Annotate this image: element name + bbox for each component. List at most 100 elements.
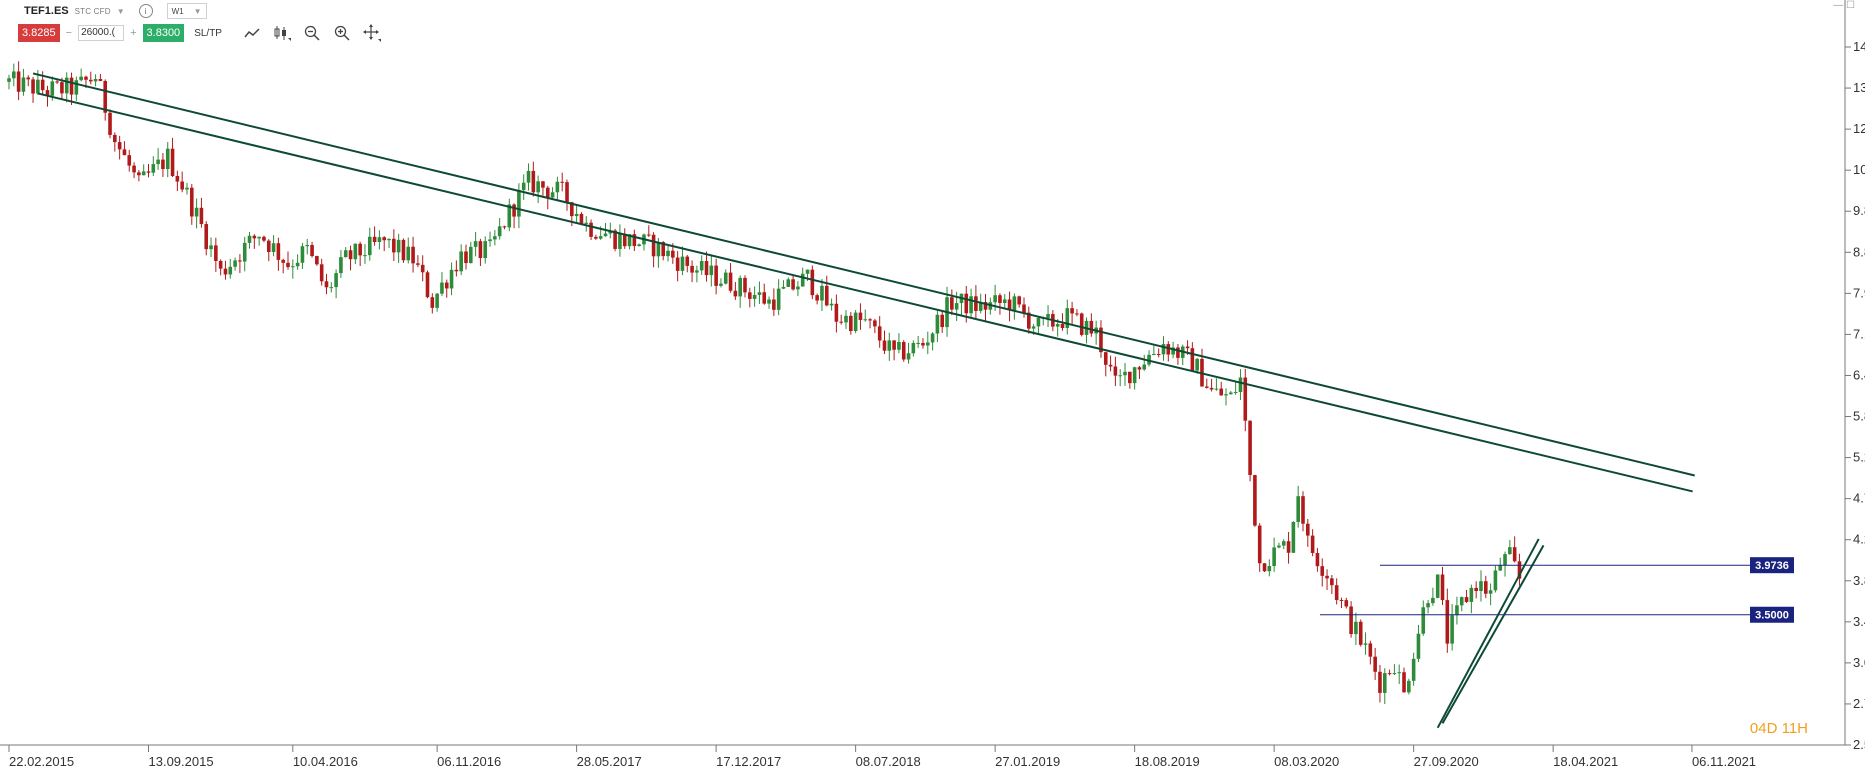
trendline[interactable] <box>37 92 1693 493</box>
candle <box>223 260 228 280</box>
y-tick-label: 2.7853 <box>1853 696 1865 711</box>
candle-body <box>723 272 728 284</box>
candle <box>882 330 887 355</box>
candle <box>550 187 555 199</box>
candle-body <box>1363 643 1368 645</box>
candle <box>877 316 882 348</box>
candle-body <box>603 233 608 237</box>
candle <box>12 63 16 87</box>
candle-body <box>1171 347 1175 355</box>
candle <box>199 197 204 228</box>
line-chart-icon[interactable] <box>242 24 262 42</box>
candle-body <box>21 77 26 92</box>
candle-body <box>377 237 382 242</box>
candles-icon[interactable] <box>272 24 292 42</box>
trendline[interactable] <box>1436 538 1540 729</box>
sltp-button[interactable]: SL/TP <box>194 27 222 39</box>
trendline[interactable] <box>1441 544 1545 724</box>
candle-body <box>281 259 285 263</box>
candle-body <box>132 165 136 173</box>
candle-body <box>1301 496 1305 524</box>
candle-body <box>1517 561 1522 579</box>
candle-body <box>1195 358 1199 371</box>
product-dropdown-icon[interactable]: ▼ <box>116 6 125 16</box>
candle-body <box>849 315 853 332</box>
candle-body <box>175 175 180 182</box>
window-controls-icon[interactable]: — ☐ <box>1833 0 1855 11</box>
candle-body <box>271 243 276 253</box>
quantity-input[interactable]: 26000.( <box>78 25 125 41</box>
candle <box>1195 358 1199 374</box>
quantity-decrement-button[interactable]: − <box>65 27 73 39</box>
candle-body <box>671 250 675 258</box>
y-tick-label: 4.7119 <box>1853 491 1865 506</box>
zoom-out-icon[interactable] <box>302 24 322 42</box>
candle <box>1450 604 1454 651</box>
candle-body <box>310 245 314 257</box>
candle <box>646 225 651 237</box>
candle-body <box>930 333 935 343</box>
candle-body <box>435 293 439 308</box>
instrument-symbol[interactable]: TEF1.ES <box>24 5 69 17</box>
candle <box>214 237 218 272</box>
y-tick-label: 3.8182 <box>1853 573 1865 588</box>
candle-body <box>1330 578 1334 586</box>
candle-body <box>897 341 901 350</box>
candle <box>1099 320 1103 358</box>
buy-price-button[interactable]: 3.8300 <box>142 24 185 42</box>
candle <box>930 332 935 351</box>
candle-body <box>911 342 916 354</box>
candle <box>1012 293 1017 320</box>
candle-body <box>1339 599 1344 601</box>
candle-body <box>401 239 406 261</box>
candle <box>940 311 945 333</box>
x-tick-label: 06.11.2021 <box>1692 754 1756 769</box>
trendline[interactable] <box>32 72 1695 477</box>
candle-body <box>560 181 564 183</box>
candle <box>170 137 175 178</box>
candle <box>584 216 589 232</box>
candle <box>507 198 512 232</box>
candle-body <box>1022 304 1026 313</box>
y-tick-label: 10.9272 <box>1853 162 1865 177</box>
candle-body <box>392 238 396 253</box>
candle-body <box>772 299 776 310</box>
candle <box>911 340 916 357</box>
candle-body <box>1219 388 1224 396</box>
product-type[interactable]: STC CFD <box>74 6 111 16</box>
candle <box>295 254 300 270</box>
candle-body <box>31 79 35 94</box>
candle <box>998 293 1002 315</box>
candle-body <box>185 187 189 190</box>
candle-body <box>1012 296 1017 311</box>
candle <box>218 259 223 276</box>
info-icon[interactable]: i <box>138 4 153 18</box>
candle-body <box>12 71 16 79</box>
candle-body <box>353 243 358 260</box>
candle-body <box>637 244 641 247</box>
zoom-in-icon[interactable] <box>332 24 352 42</box>
candle <box>1358 619 1363 647</box>
candle <box>651 232 656 268</box>
quantity-increment-button[interactable]: + <box>130 27 137 39</box>
candle <box>853 309 858 334</box>
candle-body <box>873 320 877 327</box>
candle <box>315 255 319 266</box>
chevron-down-icon: ▼ <box>193 6 202 16</box>
candle-body <box>762 292 767 304</box>
timeframe-select[interactable]: W1 ▼ <box>166 3 207 19</box>
candle <box>829 298 834 311</box>
candle-body <box>1272 547 1276 567</box>
candle <box>247 232 252 249</box>
candle <box>262 235 266 243</box>
x-tick-label: 18.04.2021 <box>1553 754 1618 769</box>
candle <box>1070 301 1074 325</box>
candle <box>1445 588 1450 653</box>
sell-price-button[interactable]: 3.8285 <box>18 24 60 42</box>
move-icon[interactable] <box>362 24 382 42</box>
candle <box>16 61 21 101</box>
x-axis: 22.02.2015 13.09.2015 10.04.2016 06.11.2016… <box>8 745 1756 769</box>
candle-body <box>1055 323 1060 327</box>
candle <box>521 174 526 200</box>
